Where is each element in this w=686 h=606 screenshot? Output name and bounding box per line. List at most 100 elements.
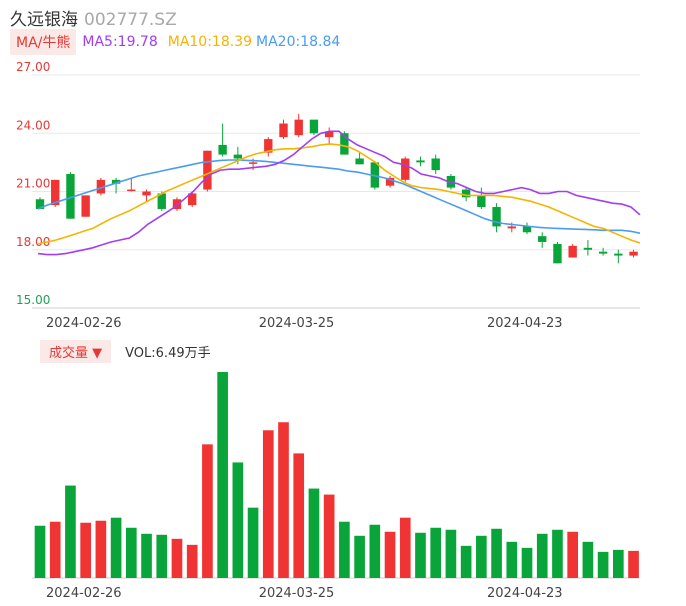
volume-bar (156, 534, 168, 578)
candle (309, 119, 319, 136)
stock-code: 002777.SZ (84, 10, 177, 30)
volume-bar (141, 533, 152, 578)
candle (583, 240, 593, 256)
candle (340, 131, 349, 155)
candle-body (507, 226, 516, 229)
price-y-tick-label: 24.00 (16, 118, 50, 132)
candle-body (66, 174, 75, 219)
candle-body (629, 251, 638, 256)
volume-bar (445, 529, 457, 578)
candle (111, 177, 121, 194)
ma10-line (37, 143, 641, 245)
volume-bar (308, 488, 320, 578)
candle-body (385, 177, 395, 186)
candle-body (127, 189, 136, 192)
price-y-tick-label: 18.00 (16, 235, 50, 249)
volume-bar (597, 551, 609, 578)
candle (203, 150, 212, 192)
candle-body (477, 195, 486, 208)
candle-body (370, 162, 380, 188)
candle (385, 175, 395, 188)
price-y-tick-label: 15.00 (16, 293, 50, 307)
volume-bar (339, 521, 350, 578)
volume-indicator-selector[interactable]: 成交量 ▼ (40, 339, 112, 363)
price-x-tick-label: 2024-03-25 (259, 316, 335, 331)
volume-bar (34, 525, 46, 578)
candle (522, 222, 532, 235)
candle-body (568, 245, 577, 258)
candle-body (248, 162, 258, 164)
volume-bar (95, 520, 107, 578)
price-y-tick-label: 21.00 (16, 177, 50, 191)
candle-body (598, 251, 608, 254)
candle (553, 241, 562, 264)
candle-body (401, 158, 410, 180)
candle (355, 152, 364, 165)
candle (568, 243, 577, 258)
volume-x-tick-label: 2024-04-23 (487, 586, 563, 601)
ma5-label: MA5:19.78 (82, 34, 158, 50)
candle-body (416, 160, 425, 163)
volume-bar (567, 531, 578, 578)
volume-bar (612, 549, 624, 578)
candle-body (522, 226, 532, 233)
volume-bar (262, 430, 274, 578)
candle (401, 156, 410, 182)
candle-body (553, 243, 562, 264)
candle-body (188, 193, 197, 206)
candle (461, 187, 471, 202)
candle (218, 123, 227, 157)
candle (264, 137, 273, 157)
volume-bar (430, 527, 442, 578)
candle-body (614, 253, 623, 256)
volume-bar (521, 547, 533, 578)
candle-body (111, 179, 121, 184)
volume-bar (186, 544, 198, 578)
volume-bar (415, 532, 426, 578)
candle (279, 119, 288, 140)
volume-bar (171, 538, 183, 578)
candle-body (81, 195, 90, 217)
volume-bar (202, 444, 213, 578)
candle-body (355, 158, 364, 165)
volume-bar (491, 528, 502, 578)
volume-bar (125, 527, 137, 578)
candle (629, 249, 638, 258)
ma-type-selector[interactable]: MA/牛熊 (10, 29, 77, 55)
ma-legend: MA/牛熊 MA5:19.78 MA10:18.39 MA20:18.84 (10, 29, 340, 55)
volume-bar (293, 453, 305, 578)
volume-bar (278, 422, 289, 578)
ma10-label: MA10:18.39 (167, 34, 253, 50)
volume-bar (323, 494, 335, 578)
candle-body (492, 207, 501, 227)
ma20-line (37, 159, 641, 234)
volume-legend: 成交量 ▼ VOL:6.49万手 (40, 339, 211, 363)
candle (188, 191, 197, 208)
candle-body (218, 144, 227, 155)
volume-bar (369, 524, 381, 578)
candle (157, 191, 166, 211)
candle (416, 156, 425, 167)
candle-body (35, 199, 45, 209)
candle-body (96, 179, 106, 194)
candle-body (309, 119, 319, 134)
candle-body (264, 139, 273, 153)
volume-bar (460, 545, 472, 578)
volume-bar (217, 372, 228, 578)
candle (492, 203, 501, 233)
candle (35, 197, 45, 209)
price-x-tick-label: 2024-04-23 (487, 316, 563, 331)
volume-bar (399, 517, 411, 578)
stock-title: 久远银海 002777.SZ (10, 5, 177, 30)
candle (598, 247, 608, 256)
volume-bar (49, 521, 61, 578)
volume-bar (582, 541, 594, 578)
volume-bar (80, 522, 91, 578)
volume-bar (536, 533, 548, 578)
candle-body (51, 179, 60, 206)
candle-body (279, 123, 288, 138)
candle-body (538, 236, 547, 242)
stock-name: 久远银海 (10, 10, 78, 30)
volume-bar (247, 507, 259, 578)
